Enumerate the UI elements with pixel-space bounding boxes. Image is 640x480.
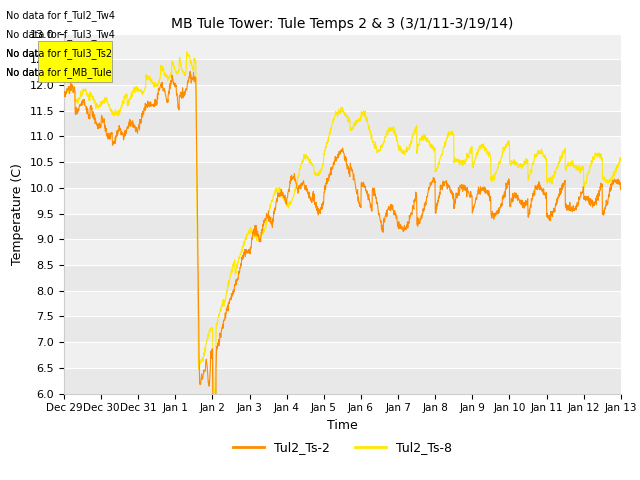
Tul2_Ts-8 <box>88 94 96 100</box>
Tul2_Ts-8 <box>60 95 68 100</box>
Bar <box>64 111 621 136</box>
Tul2_Ts-2 <box>332 154 339 159</box>
Tul2_Ts-2 <box>88 113 96 119</box>
Text: No data for f_Tul3_Tw4: No data for f_Tul3_Tw4 <box>6 29 115 40</box>
Tul2_Ts-2 <box>601 205 609 211</box>
Tul2_Ts-2 <box>499 196 507 202</box>
Bar <box>64 85 621 111</box>
Bar <box>64 60 621 85</box>
Tul2_Ts-8 <box>602 177 609 183</box>
Text: No data for f_Tul3_Ts2: No data for f_Tul3_Ts2 <box>6 48 113 59</box>
Tul2_Ts-2 <box>317 205 324 211</box>
Tul2_Ts-8 <box>317 170 324 176</box>
Tul2_Ts-8 <box>211 400 218 406</box>
Title: MB Tule Tower: Tule Temps 2 & 3 (3/1/11-3/19/14): MB Tule Tower: Tule Temps 2 & 3 (3/1/11-… <box>172 17 513 31</box>
Text: No data for f_MB_Tule: No data for f_MB_Tule <box>6 67 112 78</box>
Bar <box>64 136 621 162</box>
Legend: Tul2_Ts-2, Tul2_Ts-8: Tul2_Ts-2, Tul2_Ts-8 <box>228 436 457 459</box>
Y-axis label: Temperature (C): Temperature (C) <box>11 163 24 264</box>
Bar <box>64 265 621 291</box>
Bar <box>64 240 621 265</box>
Bar <box>64 342 621 368</box>
Text: No data for f_Tul2_Tw4: No data for f_Tul2_Tw4 <box>6 10 115 21</box>
Bar <box>64 368 621 394</box>
Line: Tul2_Ts-2: Tul2_Ts-2 <box>64 72 621 480</box>
X-axis label: Time: Time <box>327 419 358 432</box>
Tul2_Ts-2 <box>602 206 609 212</box>
Bar <box>64 214 621 240</box>
Line: Tul2_Ts-8: Tul2_Ts-8 <box>64 52 621 403</box>
Tul2_Ts-2 <box>617 187 625 192</box>
Tul2_Ts-8 <box>601 176 609 182</box>
Tul2_Ts-2 <box>60 91 68 97</box>
Tul2_Ts-8 <box>617 158 625 164</box>
Text: No data for f_MB_Tule: No data for f_MB_Tule <box>6 67 112 78</box>
Tul2_Ts-8 <box>182 49 190 55</box>
Tul2_Ts-2 <box>186 69 194 74</box>
Text: No data for f_Tul3_Ts2: No data for f_Tul3_Ts2 <box>6 48 113 59</box>
Bar <box>64 34 621 60</box>
Bar <box>64 316 621 342</box>
Tul2_Ts-8 <box>332 111 339 117</box>
Bar <box>64 188 621 214</box>
Tul2_Ts-8 <box>499 148 507 154</box>
Bar <box>64 291 621 316</box>
Bar <box>64 162 621 188</box>
